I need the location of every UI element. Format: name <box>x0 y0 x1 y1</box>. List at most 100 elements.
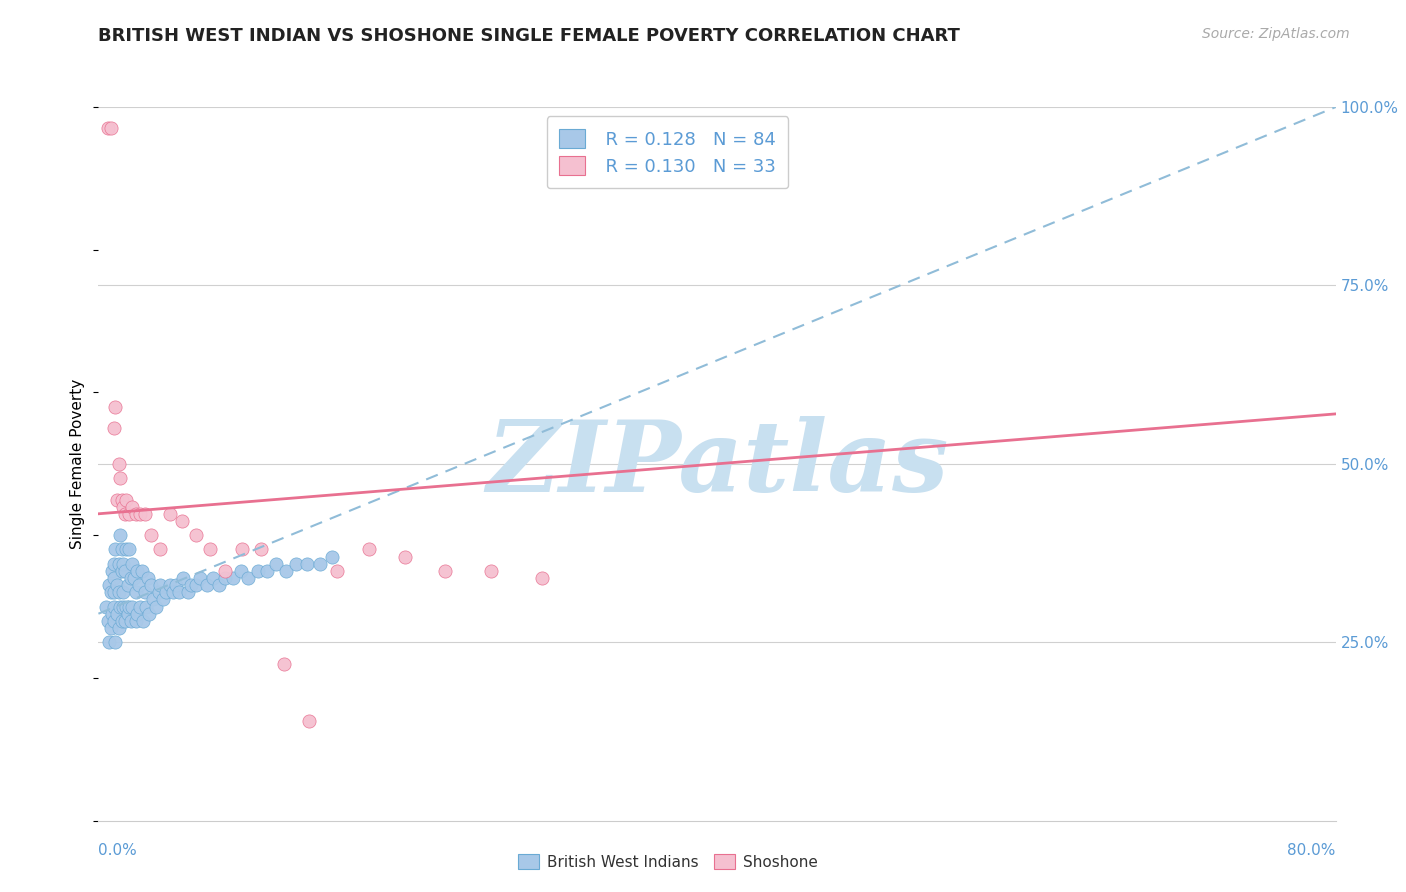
Point <box>121 557 143 571</box>
Point <box>177 585 200 599</box>
Point <box>98 635 121 649</box>
Point <box>111 542 134 557</box>
Point <box>152 592 174 607</box>
Point <box>104 400 127 414</box>
Point <box>105 492 128 507</box>
Point <box>105 607 128 621</box>
Point <box>124 585 146 599</box>
Point <box>108 471 131 485</box>
Point <box>222 571 245 585</box>
Point <box>117 607 139 621</box>
Point <box>100 621 122 635</box>
Point <box>131 564 153 578</box>
Point <box>132 614 155 628</box>
Point <box>111 564 134 578</box>
Text: 80.0%: 80.0% <box>1288 843 1336 858</box>
Point <box>107 621 129 635</box>
Point <box>433 564 456 578</box>
Point <box>155 585 177 599</box>
Point <box>229 564 252 578</box>
Text: BRITISH WEST INDIAN VS SHOSHONE SINGLE FEMALE POVERTY CORRELATION CHART: BRITISH WEST INDIAN VS SHOSHONE SINGLE F… <box>98 27 960 45</box>
Point <box>162 585 184 599</box>
Text: 0.0%: 0.0% <box>98 843 138 858</box>
Legend: British West Indians, Shoshone: British West Indians, Shoshone <box>510 846 825 877</box>
Point <box>101 607 124 621</box>
Point <box>118 599 141 614</box>
Point <box>108 528 131 542</box>
Point <box>114 614 136 628</box>
Point <box>112 599 135 614</box>
Point <box>115 599 138 614</box>
Point <box>112 585 135 599</box>
Point <box>165 578 187 592</box>
Point <box>107 457 129 471</box>
Point <box>142 592 165 607</box>
Point <box>149 542 172 557</box>
Point <box>98 578 121 592</box>
Point <box>117 578 139 592</box>
Point <box>184 578 207 592</box>
Point <box>100 585 122 599</box>
Point <box>112 557 135 571</box>
Point <box>149 578 172 592</box>
Point <box>127 564 149 578</box>
Point <box>136 571 159 585</box>
Point <box>138 607 160 621</box>
Point <box>231 542 253 557</box>
Point <box>129 507 152 521</box>
Point <box>394 549 416 564</box>
Point <box>97 614 120 628</box>
Point <box>266 557 288 571</box>
Point <box>103 557 125 571</box>
Point <box>274 564 297 578</box>
Point <box>285 557 308 571</box>
Point <box>201 571 224 585</box>
Point <box>121 500 143 514</box>
Point <box>128 578 150 592</box>
Point <box>198 542 221 557</box>
Point <box>167 585 190 599</box>
Point <box>97 121 120 136</box>
Point <box>190 571 212 585</box>
Point <box>134 585 156 599</box>
Point <box>124 507 146 521</box>
Point <box>214 564 236 578</box>
Point <box>148 585 170 599</box>
Point <box>114 564 136 578</box>
Point <box>159 507 181 521</box>
Point <box>321 549 343 564</box>
Point <box>121 599 143 614</box>
Point <box>159 578 181 592</box>
Point <box>531 571 554 585</box>
Point <box>139 528 162 542</box>
Point <box>105 578 128 592</box>
Point <box>184 528 207 542</box>
Point <box>250 542 273 557</box>
Text: Source: ZipAtlas.com: Source: ZipAtlas.com <box>1202 27 1350 41</box>
Point <box>325 564 347 578</box>
Point <box>135 599 157 614</box>
Point <box>127 607 149 621</box>
Point <box>134 507 156 521</box>
Point <box>103 571 125 585</box>
Point <box>111 614 134 628</box>
Point <box>357 542 380 557</box>
Point <box>124 614 146 628</box>
Point <box>114 507 136 521</box>
Point <box>107 585 129 599</box>
Point <box>103 585 125 599</box>
Point <box>120 571 142 585</box>
Point <box>273 657 295 671</box>
Text: ZIPatlas: ZIPatlas <box>486 416 948 512</box>
Point <box>122 571 145 585</box>
Point <box>173 571 195 585</box>
Point <box>208 578 231 592</box>
Point <box>129 599 152 614</box>
Point <box>101 564 124 578</box>
Point <box>214 571 236 585</box>
Point <box>246 564 269 578</box>
Point <box>108 599 131 614</box>
Point <box>118 542 141 557</box>
Point <box>479 564 502 578</box>
Point <box>104 542 127 557</box>
